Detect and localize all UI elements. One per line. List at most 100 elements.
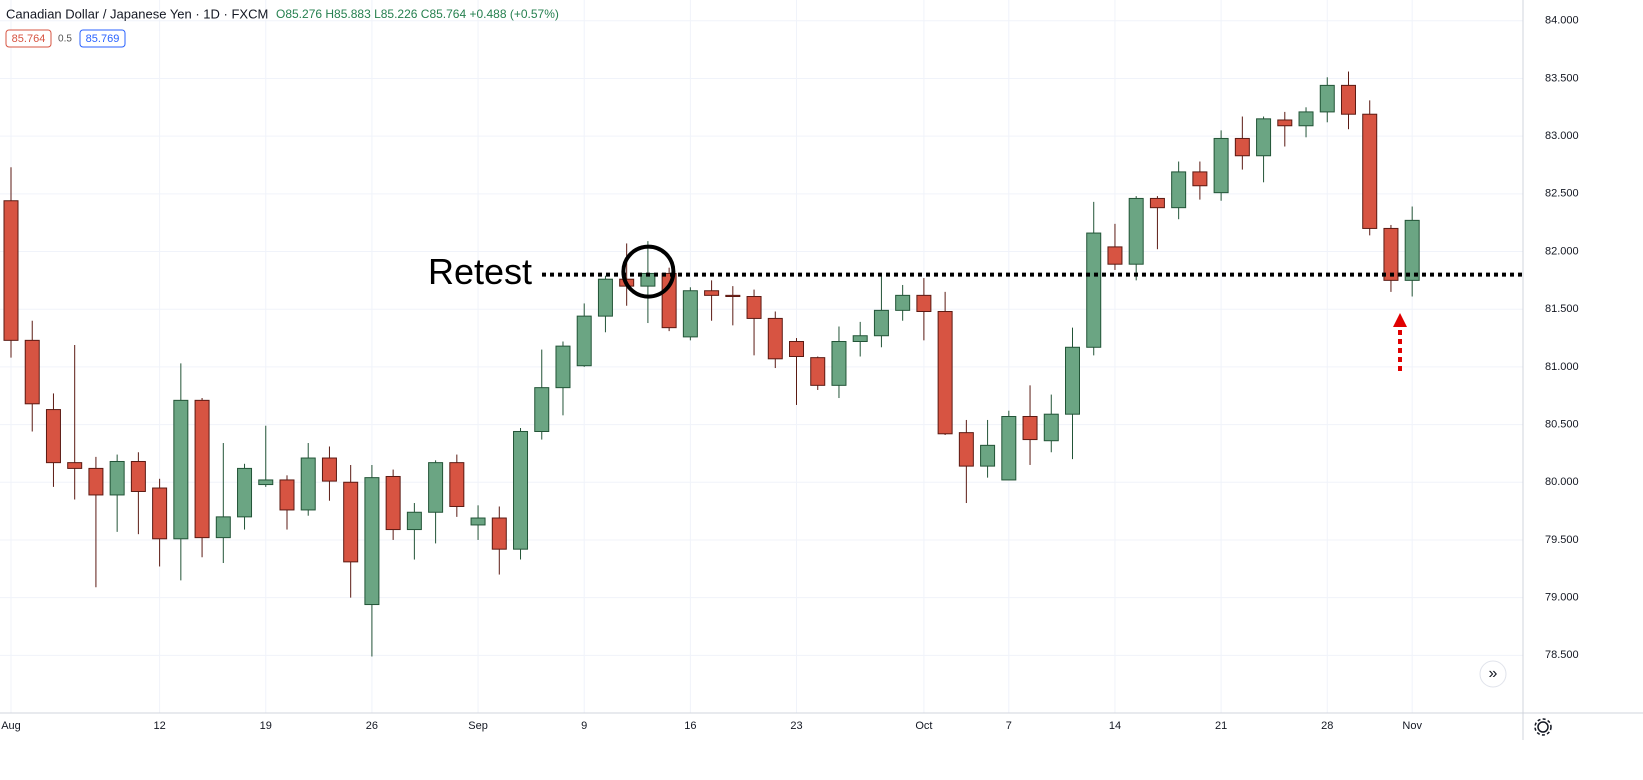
candle-body [873, 309, 889, 337]
candle-body [1192, 171, 1208, 187]
y-tick-label: 84.000 [1545, 15, 1579, 27]
candle-body [1404, 219, 1420, 281]
y-tick-label: 79.500 [1545, 534, 1579, 546]
x-tick-label: 26 [366, 720, 378, 732]
candle-body [449, 462, 465, 507]
candle-body [831, 341, 847, 386]
x-tick-label: Nov [1402, 720, 1422, 732]
y-tick-label: 82.000 [1545, 245, 1579, 257]
candle-body [194, 399, 210, 539]
x-tick-label: 19 [260, 720, 272, 732]
candle-body [1213, 137, 1229, 194]
x-tick-label: Aug [1, 720, 21, 732]
candle-body [1001, 415, 1017, 481]
settings-icon[interactable] [1534, 718, 1552, 736]
candle-body [152, 487, 168, 540]
candle-body [343, 481, 359, 563]
candle-body [852, 335, 868, 343]
candle-body [704, 290, 720, 296]
candle-body [1107, 246, 1123, 265]
candle-body [385, 475, 401, 531]
x-tick-label: 9 [581, 720, 587, 732]
candle-body [1319, 84, 1335, 113]
candle-body [1128, 197, 1144, 265]
retest-label: Retest [428, 251, 532, 292]
candles [3, 71, 1420, 657]
candle-body [3, 200, 19, 341]
candle-body [109, 460, 125, 496]
candle-body [682, 290, 698, 338]
candle-body [130, 460, 146, 492]
candle-body [1362, 113, 1378, 229]
x-tick-label: 7 [1006, 720, 1012, 732]
candle-body [279, 479, 295, 511]
candle-body [895, 294, 911, 311]
y-tick-label: 83.500 [1545, 72, 1579, 84]
candle-body [1043, 413, 1059, 442]
candle-body [789, 341, 805, 357]
spread: 0.5 [58, 34, 72, 45]
candle-body [1383, 227, 1399, 281]
candle-body [576, 315, 592, 367]
candle-body [1340, 84, 1356, 115]
sell-price: 85.764 [12, 33, 46, 45]
axes: 78.500 79.000 79.500 80.000 80.500 81.000 81.5… [1, 15, 1578, 732]
candle-body [810, 357, 826, 386]
candle-body [321, 457, 337, 482]
candle-body [258, 479, 274, 486]
candle-body [937, 311, 953, 435]
candle-body [1065, 346, 1080, 415]
scroll-button[interactable]: » [1479, 660, 1507, 688]
candle-body [916, 294, 932, 313]
x-tick-label: 21 [1215, 720, 1227, 732]
x-tick-label: 16 [684, 720, 696, 732]
x-tick-label: 14 [1109, 720, 1121, 732]
signal-arrow [1393, 313, 1407, 371]
x-tick-label: 23 [790, 720, 802, 732]
candle-body [513, 430, 529, 550]
candle-body [45, 409, 61, 464]
candle-body [1022, 415, 1038, 441]
overlay: Retest [428, 244, 1523, 299]
candle-body [88, 467, 104, 496]
sell-box[interactable] [5, 29, 52, 48]
x-tick-label: Sep [468, 720, 488, 732]
candle-body [67, 462, 83, 469]
x-tick-label: 28 [1321, 720, 1333, 732]
y-tick-label: 78.500 [1545, 649, 1579, 661]
candle-body [300, 457, 316, 511]
candle-body [406, 511, 422, 531]
y-tick-label: 80.500 [1545, 418, 1579, 430]
highlight-circle [621, 244, 676, 299]
y-tick-label: 80.000 [1545, 476, 1579, 488]
candle-body [958, 432, 974, 467]
candle-body [24, 339, 40, 405]
candle-body [534, 387, 550, 432]
buy-box[interactable] [79, 29, 126, 48]
candle-body [1256, 118, 1272, 157]
ohlc-legend: O85.276 H85.883 L85.226 C85.764 +0.488 (… [276, 7, 559, 21]
candle-body [597, 278, 613, 317]
candle-body [767, 317, 783, 360]
candle-body [555, 345, 571, 389]
candle-body [1234, 137, 1250, 157]
x-tick-label: 12 [153, 720, 165, 732]
candle-body [491, 517, 507, 550]
y-tick-label: 83.000 [1545, 130, 1579, 142]
x-tick-label: Oct [915, 720, 932, 732]
candle-body [173, 399, 189, 540]
candle-body [470, 517, 486, 526]
candle-body [980, 444, 996, 467]
y-tick-label: 81.000 [1545, 361, 1579, 373]
candle-body [1086, 232, 1102, 348]
candle-body [1298, 111, 1314, 127]
y-tick-label: 79.000 [1545, 592, 1579, 604]
candle-body [746, 296, 762, 319]
candle-body [1149, 197, 1165, 209]
candle-body [428, 462, 444, 513]
y-tick-label: 81.500 [1545, 303, 1579, 315]
symbol-title: Canadian Dollar / Japanese Yen · 1D · FX… [6, 6, 268, 21]
candle-body [237, 467, 253, 518]
